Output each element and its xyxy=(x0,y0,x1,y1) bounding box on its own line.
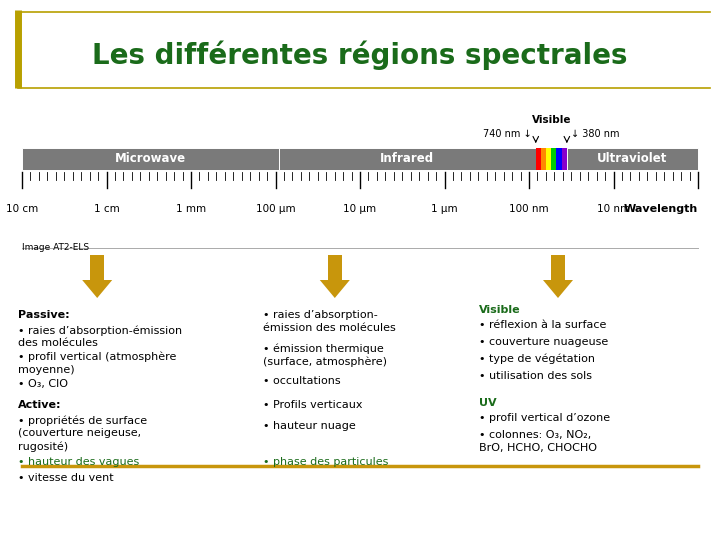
Text: • occultations: • occultations xyxy=(263,376,341,386)
Text: • raies d’absorption-
émission des molécules: • raies d’absorption- émission des moléc… xyxy=(263,310,395,333)
Text: 10 μm: 10 μm xyxy=(343,204,377,214)
Text: • hauteur nuage: • hauteur nuage xyxy=(263,421,356,431)
Text: Visible: Visible xyxy=(531,115,571,125)
Text: Wavelength: Wavelength xyxy=(624,204,698,214)
Text: • propriétés de surface
(couverture neigeuse,
rugosité): • propriétés de surface (couverture neig… xyxy=(18,415,147,452)
Text: 10 cm: 10 cm xyxy=(6,204,38,214)
Text: Image AT2-ELS: Image AT2-ELS xyxy=(22,244,89,253)
Text: 1 mm: 1 mm xyxy=(176,204,206,214)
Text: 100 μm: 100 μm xyxy=(256,204,295,214)
Text: 100 nm: 100 nm xyxy=(509,204,549,214)
Text: • couverture nuageuse: • couverture nuageuse xyxy=(479,337,608,347)
Text: Ultraviolet: Ultraviolet xyxy=(598,152,667,165)
Bar xyxy=(562,148,567,170)
Text: • utilisation des sols: • utilisation des sols xyxy=(479,371,592,381)
Text: ↓ 380 nm: ↓ 380 nm xyxy=(571,129,619,139)
Text: • réflexion à la surface: • réflexion à la surface xyxy=(479,320,606,330)
Text: • Profils verticaux: • Profils verticaux xyxy=(263,400,362,410)
Text: • type de végétation: • type de végétation xyxy=(479,354,595,364)
Bar xyxy=(552,148,557,170)
Bar xyxy=(22,148,279,170)
Text: Visible: Visible xyxy=(479,305,521,315)
Text: Active:: Active: xyxy=(18,400,61,410)
Text: • émission thermique
(surface, atmosphère): • émission thermique (surface, atmosphèr… xyxy=(263,343,387,367)
Bar xyxy=(90,255,104,280)
Text: • colonnes: O₃, NO₂,
BrO, HCHO, CHOCHO: • colonnes: O₃, NO₂, BrO, HCHO, CHOCHO xyxy=(479,430,597,453)
Text: 1 cm: 1 cm xyxy=(94,204,120,214)
Polygon shape xyxy=(82,280,112,298)
Text: • vitesse du vent: • vitesse du vent xyxy=(18,473,114,483)
Bar xyxy=(546,148,552,170)
Text: 1 μm: 1 μm xyxy=(431,204,458,214)
Polygon shape xyxy=(320,280,350,298)
Bar xyxy=(557,148,562,170)
Bar xyxy=(541,148,546,170)
Text: 10 nm: 10 nm xyxy=(597,204,630,214)
Text: • raies d’absorption-émission
des molécules: • raies d’absorption-émission des molécu… xyxy=(18,325,182,348)
Bar xyxy=(567,148,698,170)
Bar xyxy=(551,255,565,280)
Text: Microwave: Microwave xyxy=(115,152,186,165)
Text: 740 nm ↓: 740 nm ↓ xyxy=(483,129,532,139)
Text: • phase des particules: • phase des particules xyxy=(263,457,388,467)
Text: • profil vertical (atmosphère
moyenne): • profil vertical (atmosphère moyenne) xyxy=(18,352,176,375)
Bar xyxy=(279,148,536,170)
Text: UV: UV xyxy=(479,398,496,408)
Text: Infrared: Infrared xyxy=(380,152,434,165)
Bar xyxy=(536,148,541,170)
Text: • hauteur des vagues: • hauteur des vagues xyxy=(18,457,139,467)
Text: Passive:: Passive: xyxy=(18,310,70,320)
Text: • O₃, ClO: • O₃, ClO xyxy=(18,379,68,389)
Text: Les différentes régions spectrales: Les différentes régions spectrales xyxy=(92,40,628,70)
Polygon shape xyxy=(543,280,573,298)
Text: • profil vertical d’ozone: • profil vertical d’ozone xyxy=(479,413,610,423)
Bar xyxy=(328,255,342,280)
